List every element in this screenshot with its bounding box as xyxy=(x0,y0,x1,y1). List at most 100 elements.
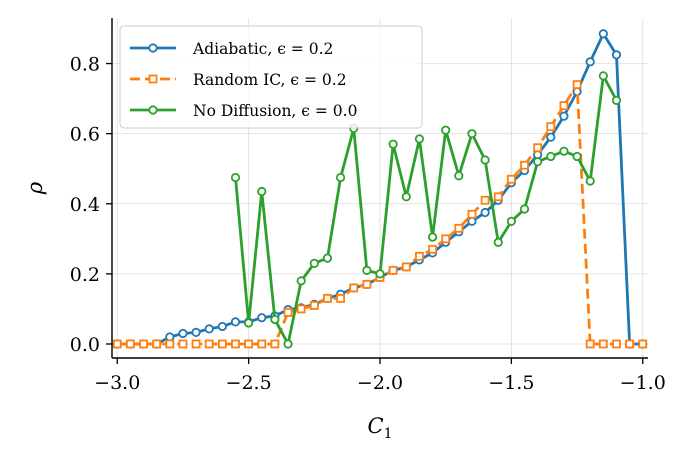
data-point xyxy=(559,146,569,156)
data-point xyxy=(204,324,214,334)
x-tick-label: −1.5 xyxy=(488,372,534,394)
data-point xyxy=(244,318,254,328)
ticks: −3.0 −2.5 −2.0 −1.5 −1.0 0.0 0.2 0.4 0.6 0.8 xyxy=(70,54,666,394)
data-point xyxy=(611,95,622,105)
legend-label: No Diffusion, ϵ = 0.0 xyxy=(193,102,357,120)
data-point xyxy=(585,176,595,186)
data-point xyxy=(572,151,582,162)
data-point xyxy=(441,125,451,135)
legend-entry: Adiabatic, ϵ = 0.2 xyxy=(130,40,333,58)
y-tick-label: 0.2 xyxy=(70,264,100,286)
x-axis-label-main: C xyxy=(368,414,384,438)
legend-marker xyxy=(148,74,158,84)
data-point xyxy=(323,294,332,303)
data-point xyxy=(335,172,346,183)
data-point xyxy=(598,29,608,39)
data-point xyxy=(520,160,529,170)
data-point xyxy=(230,172,241,183)
legend-frame xyxy=(119,25,423,129)
data-point xyxy=(519,204,530,214)
legend-entry: No Diffusion, ϵ = 0.0 xyxy=(130,102,357,120)
data-point xyxy=(165,339,175,349)
legend-label: Random IC, ϵ = 0.2 xyxy=(193,71,347,89)
data-point xyxy=(625,339,635,349)
data-point xyxy=(559,101,569,111)
data-point xyxy=(572,80,582,89)
x-tick-label: −1.0 xyxy=(620,372,666,394)
data-point xyxy=(349,283,359,293)
data-point xyxy=(427,232,438,242)
legend-marker xyxy=(148,43,158,53)
data-point xyxy=(322,253,333,263)
y-tick-label: 0.8 xyxy=(70,54,100,76)
data-point xyxy=(270,314,280,325)
data-point xyxy=(125,339,135,349)
data-point xyxy=(257,186,267,197)
data-point xyxy=(388,139,398,149)
data-point xyxy=(414,134,425,144)
x-tick-label: −3.0 xyxy=(94,372,140,394)
data-point xyxy=(283,339,293,349)
y-tick-label: 0.4 xyxy=(70,194,100,216)
data-point xyxy=(139,339,148,349)
data-point xyxy=(244,339,254,349)
data-point xyxy=(612,339,621,349)
data-point xyxy=(257,313,267,323)
data-point xyxy=(546,132,556,142)
data-point xyxy=(559,111,569,121)
data-point xyxy=(336,294,345,303)
legend-entry: Random IC, ϵ = 0.2 xyxy=(130,71,347,89)
data-point xyxy=(178,328,188,339)
x-axis-label-subscript: 1 xyxy=(384,426,393,442)
legend-marker xyxy=(148,105,158,115)
data-point xyxy=(401,262,411,272)
data-point xyxy=(598,71,608,81)
data-point xyxy=(191,339,201,349)
data-point xyxy=(467,209,477,219)
data-point xyxy=(401,192,411,202)
data-point xyxy=(467,216,477,226)
data-point xyxy=(454,171,464,181)
data-point xyxy=(309,301,319,310)
data-point xyxy=(428,244,437,254)
data-point xyxy=(533,143,543,153)
data-point xyxy=(217,339,227,349)
x-tick-label: −2.0 xyxy=(357,372,403,394)
data-point xyxy=(638,339,648,349)
data-point xyxy=(296,304,306,314)
data-point xyxy=(230,317,241,327)
legend-label: Adiabatic, ϵ = 0.2 xyxy=(192,40,333,58)
y-tick-label: 0.0 xyxy=(70,334,100,356)
data-point xyxy=(362,265,372,275)
series-no-diffusion xyxy=(230,71,622,349)
data-point xyxy=(441,234,451,244)
data-point xyxy=(375,269,385,279)
data-point xyxy=(309,258,319,268)
data-point xyxy=(231,339,240,349)
data-point xyxy=(585,57,595,67)
data-point xyxy=(480,155,490,165)
x-axis-label: C1 xyxy=(368,414,393,442)
data-point xyxy=(191,327,201,338)
data-point xyxy=(454,223,464,233)
data-point xyxy=(178,339,188,349)
data-point xyxy=(585,339,595,349)
data-point xyxy=(506,174,516,184)
data-point xyxy=(467,129,477,139)
data-point xyxy=(270,339,280,349)
y-axis-label: ρ xyxy=(23,181,47,195)
data-point xyxy=(546,122,556,132)
data-point xyxy=(217,321,227,332)
data-point xyxy=(296,276,306,286)
plot-series xyxy=(112,29,648,349)
data-point xyxy=(112,339,122,349)
data-point xyxy=(598,339,608,349)
data-point xyxy=(362,279,372,289)
data-point xyxy=(388,265,398,275)
data-point xyxy=(480,207,490,218)
data-point xyxy=(546,151,556,162)
x-tick-label: −2.5 xyxy=(226,372,272,394)
data-point xyxy=(283,308,293,317)
